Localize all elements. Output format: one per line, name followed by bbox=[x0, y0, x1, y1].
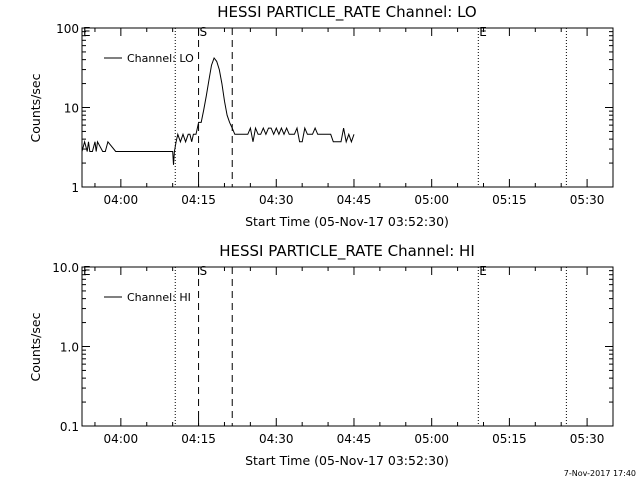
time-marker-label: E bbox=[479, 25, 487, 39]
time-marker-label: E bbox=[83, 25, 91, 39]
x-axis-label: Start Time (05-Nov-17 03:52:30) bbox=[245, 453, 449, 468]
y-tick-label: 0.1 bbox=[60, 420, 79, 434]
chart-title: HESSI PARTICLE_RATE Channel: LO bbox=[217, 3, 476, 22]
x-tick-label: 04:00 bbox=[104, 432, 139, 446]
x-tick-label: 05:15 bbox=[492, 193, 527, 207]
time-marker-label: S bbox=[200, 25, 208, 39]
x-tick-label: 05:00 bbox=[414, 432, 449, 446]
x-tick-label: 04:45 bbox=[337, 432, 372, 446]
time-marker-label: E bbox=[83, 264, 91, 278]
x-tick-label: 05:00 bbox=[414, 193, 449, 207]
x-axis-label: Start Time (05-Nov-17 03:52:30) bbox=[245, 214, 449, 229]
chart-panel-hi: HESSI PARTICLE_RATE Channel: HI Start Ti… bbox=[28, 242, 614, 468]
y-axis-label: Counts/sec bbox=[28, 73, 43, 142]
legend-label: Channel: HI bbox=[127, 291, 191, 304]
time-marker-label: S bbox=[200, 264, 208, 278]
timestamp-label: 7-Nov-2017 17:40 bbox=[564, 469, 636, 478]
time-marker-label: E bbox=[479, 264, 487, 278]
x-tick-label: 05:30 bbox=[570, 432, 605, 446]
x-tick-label: 04:45 bbox=[337, 193, 372, 207]
x-tick-label: 04:30 bbox=[259, 432, 294, 446]
y-tick-label: 10 bbox=[64, 102, 79, 116]
y-tick-label: 10.0 bbox=[52, 261, 79, 275]
legend-label: Channel: LO bbox=[127, 52, 194, 65]
y-tick-label: 100 bbox=[56, 22, 79, 36]
x-tick-label: 04:15 bbox=[181, 432, 216, 446]
series-line bbox=[81, 56, 355, 165]
x-tick-label: 04:30 bbox=[259, 193, 294, 207]
chart-title: HESSI PARTICLE_RATE Channel: HI bbox=[219, 242, 475, 261]
y-axis-label: Counts/sec bbox=[28, 312, 43, 381]
x-tick-label: 04:00 bbox=[104, 193, 139, 207]
x-tick-label: 05:15 bbox=[492, 432, 527, 446]
x-tick-label: 04:15 bbox=[181, 193, 216, 207]
y-tick-label: 1 bbox=[71, 181, 79, 195]
chart-panel-lo: HESSI PARTICLE_RATE Channel: LO Start Ti… bbox=[28, 3, 614, 229]
y-tick-label: 1.0 bbox=[60, 341, 79, 355]
x-tick-label: 05:30 bbox=[570, 193, 605, 207]
